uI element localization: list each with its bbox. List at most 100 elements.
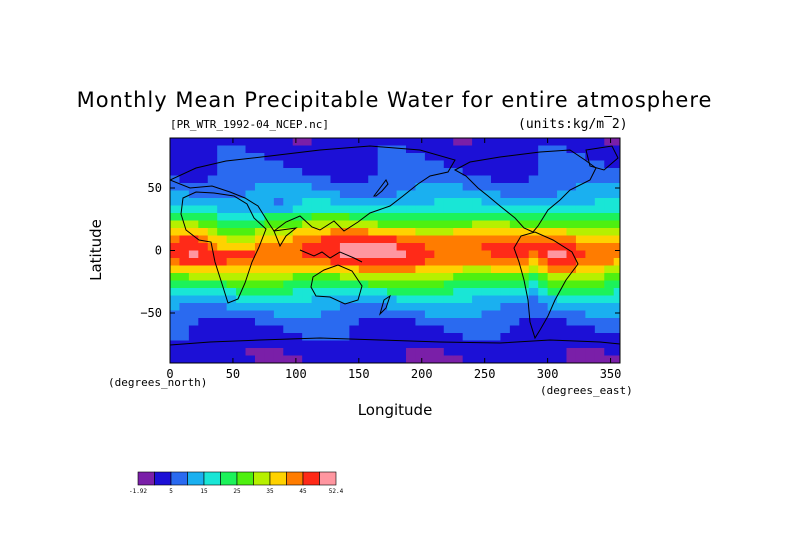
field-cell	[538, 273, 549, 282]
field-cell	[207, 325, 218, 334]
field-cell	[368, 318, 379, 327]
field-cell	[179, 138, 190, 147]
field-cell	[538, 183, 549, 192]
field-cell	[387, 235, 398, 244]
field-cell	[406, 175, 417, 184]
field-cell	[349, 295, 360, 304]
field-cell	[188, 235, 199, 244]
field-cell	[585, 213, 596, 222]
field-cell	[406, 168, 417, 177]
field-cell	[406, 318, 417, 327]
field-cell	[302, 250, 313, 259]
field-cell	[311, 205, 322, 214]
field-cell	[613, 250, 620, 259]
field-cell	[188, 160, 199, 169]
field-cell	[557, 340, 568, 349]
field-cell	[311, 348, 322, 357]
field-cell	[264, 325, 275, 334]
field-cell	[604, 213, 615, 222]
field-cell	[472, 310, 483, 319]
field-cell	[339, 205, 350, 214]
field-cell	[339, 153, 350, 162]
field-cell	[575, 250, 586, 259]
field-cell	[575, 348, 586, 357]
field-cell	[575, 310, 586, 319]
field-cell	[481, 160, 492, 169]
field-cell	[377, 348, 388, 357]
field-cell	[264, 273, 275, 282]
field-cell	[283, 153, 294, 162]
field-cell	[179, 318, 190, 327]
field-cell	[302, 265, 313, 274]
field-cell	[396, 265, 407, 274]
field-cell	[604, 318, 615, 327]
field-cell	[273, 243, 284, 252]
field-cell	[179, 250, 190, 259]
field-cell	[528, 333, 539, 342]
field-cell	[311, 355, 322, 363]
field-cell	[519, 265, 530, 274]
field-cell	[594, 348, 605, 357]
field-cell	[283, 175, 294, 184]
field-cell	[604, 310, 615, 319]
field-cell	[188, 295, 199, 304]
field-cell	[283, 280, 294, 289]
field-cell	[557, 213, 568, 222]
field-cell	[283, 198, 294, 207]
field-cell	[547, 265, 558, 274]
field-cell	[424, 333, 435, 342]
field-cell	[311, 190, 322, 199]
field-cell	[613, 190, 620, 199]
field-cell	[387, 333, 398, 342]
field-cell	[509, 175, 520, 184]
field-cell	[519, 138, 530, 147]
field-cell	[349, 205, 360, 214]
field-cell	[198, 333, 209, 342]
field-cell	[198, 325, 209, 334]
field-cell	[170, 318, 181, 327]
field-cell	[566, 243, 577, 252]
field-cell	[273, 295, 284, 304]
field-cell	[198, 243, 209, 252]
field-cell	[377, 168, 388, 177]
field-cell	[519, 160, 530, 169]
x-tick-label: 200	[411, 367, 433, 381]
field-cell	[528, 190, 539, 199]
field-cell	[434, 355, 445, 363]
field-cell	[321, 235, 332, 244]
field-cell	[594, 243, 605, 252]
field-cell	[613, 168, 620, 177]
field-cell	[434, 348, 445, 357]
coastline-greenland	[585, 145, 619, 171]
field-cell	[236, 250, 247, 259]
field-cell	[217, 325, 228, 334]
field-cell	[547, 138, 558, 147]
field-cell	[481, 198, 492, 207]
field-cell	[264, 318, 275, 327]
field-cell	[547, 190, 558, 199]
field-cell	[604, 235, 615, 244]
field-cell	[557, 348, 568, 357]
field-cell	[207, 220, 218, 229]
field-cell	[509, 258, 520, 267]
field-cell	[575, 175, 586, 184]
field-cell	[339, 183, 350, 192]
field-cell	[311, 333, 322, 342]
field-cell	[519, 355, 530, 363]
field-cell	[443, 355, 454, 363]
field-cell	[490, 228, 502, 237]
field-cell	[557, 190, 568, 199]
field-cell	[585, 160, 596, 169]
field-cell	[443, 190, 454, 199]
field-cell	[415, 235, 426, 244]
field-cell	[273, 175, 284, 184]
field-cell	[594, 190, 605, 199]
field-cell	[575, 355, 586, 363]
field-cell	[396, 273, 407, 282]
field-cell	[566, 220, 577, 229]
field-cell	[443, 258, 454, 267]
field-cell	[283, 348, 294, 357]
field-cell	[462, 235, 473, 244]
field-cell	[453, 183, 464, 192]
field-cell	[207, 355, 218, 363]
